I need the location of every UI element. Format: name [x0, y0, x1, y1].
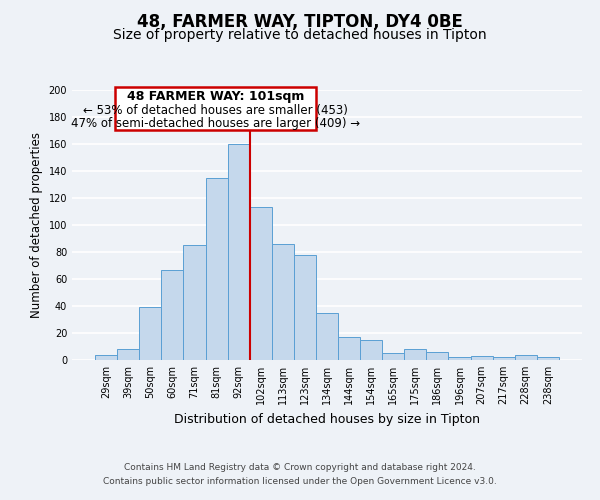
Bar: [537, 358, 559, 360]
Bar: [448, 358, 470, 360]
Bar: [139, 308, 161, 360]
Bar: [184, 245, 206, 360]
Bar: [338, 337, 360, 360]
Bar: [382, 353, 404, 360]
Bar: [515, 354, 537, 360]
X-axis label: Distribution of detached houses by size in Tipton: Distribution of detached houses by size …: [174, 412, 480, 426]
Bar: [316, 313, 338, 360]
Text: Size of property relative to detached houses in Tipton: Size of property relative to detached ho…: [113, 28, 487, 42]
Bar: [117, 349, 139, 360]
Text: 48 FARMER WAY: 101sqm: 48 FARMER WAY: 101sqm: [127, 90, 304, 104]
Bar: [470, 356, 493, 360]
Text: 47% of semi-detached houses are larger (409) →: 47% of semi-detached houses are larger (…: [71, 117, 360, 130]
Bar: [360, 340, 382, 360]
Bar: [227, 144, 250, 360]
Text: ← 53% of detached houses are smaller (453): ← 53% of detached houses are smaller (45…: [83, 104, 348, 117]
Bar: [427, 352, 448, 360]
Text: 48, FARMER WAY, TIPTON, DY4 0BE: 48, FARMER WAY, TIPTON, DY4 0BE: [137, 12, 463, 30]
Text: Contains public sector information licensed under the Open Government Licence v3: Contains public sector information licen…: [103, 477, 497, 486]
Text: Contains HM Land Registry data © Crown copyright and database right 2024.: Contains HM Land Registry data © Crown c…: [124, 464, 476, 472]
FancyBboxPatch shape: [115, 88, 316, 130]
Bar: [404, 349, 427, 360]
Bar: [493, 358, 515, 360]
Bar: [95, 354, 117, 360]
Bar: [250, 208, 272, 360]
Bar: [294, 254, 316, 360]
Bar: [161, 270, 184, 360]
Bar: [206, 178, 227, 360]
Bar: [272, 244, 294, 360]
Y-axis label: Number of detached properties: Number of detached properties: [30, 132, 43, 318]
